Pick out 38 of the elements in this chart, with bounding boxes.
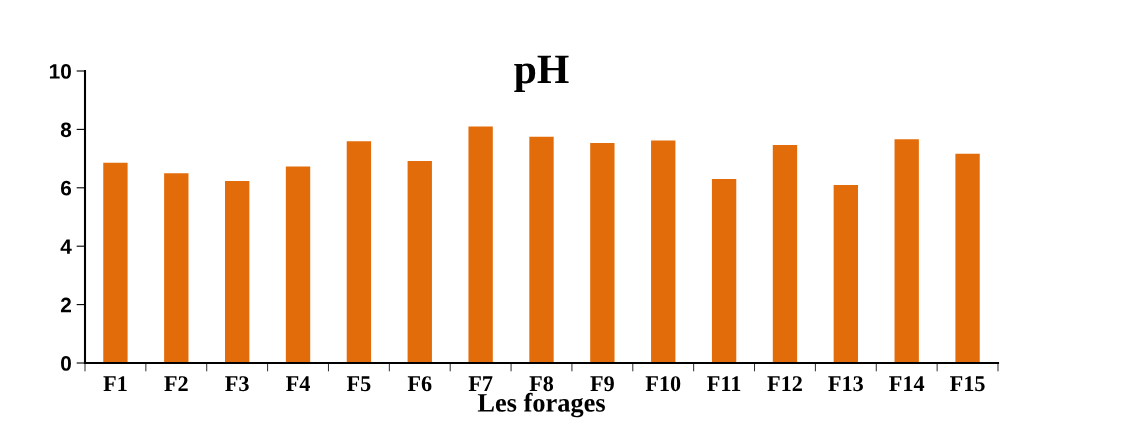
x-tick-label: F9: [590, 376, 614, 392]
x-tick-label: F14: [889, 376, 925, 391]
bar: [285, 166, 311, 363]
bar: [407, 160, 432, 363]
x-tick-label: F8: [529, 376, 554, 392]
bar: [468, 126, 493, 363]
y-tick-label: 6: [60, 180, 72, 196]
x-tick-label: F7: [468, 376, 493, 391]
x-tick-label: F11: [707, 376, 741, 391]
bar: [711, 179, 737, 363]
bar: [894, 139, 919, 363]
bar: [103, 162, 128, 363]
x-tick-label: F10: [645, 376, 681, 392]
chart-title: pH: [514, 55, 569, 92]
y-tick-label: 0: [61, 356, 71, 371]
y-tick-label: 4: [60, 239, 72, 254]
x-tick-label: F1: [103, 376, 127, 391]
bar: [833, 184, 859, 363]
y-tick-label: 10: [49, 64, 71, 79]
x-tick-label: F12: [767, 376, 802, 391]
y-tick-label: 2: [60, 297, 71, 313]
x-tick-label: F4: [286, 376, 310, 391]
bar: [651, 140, 676, 363]
y-tick-label: 8: [60, 122, 72, 138]
bar: [590, 143, 615, 363]
x-tick-label: F15: [950, 376, 985, 392]
x-tick-label: F2: [164, 376, 188, 391]
bar: [529, 136, 554, 363]
bar: [346, 141, 372, 363]
x-axis-title: Les forages: [477, 392, 605, 418]
bar: [164, 173, 189, 363]
x-tick-label: F13: [828, 376, 863, 392]
bar: [955, 153, 980, 363]
bar: [224, 181, 250, 363]
x-tick-label: F3: [225, 376, 249, 392]
bar: [772, 144, 798, 363]
x-tick-label: F5: [346, 376, 371, 392]
x-tick-label: F6: [407, 376, 432, 392]
